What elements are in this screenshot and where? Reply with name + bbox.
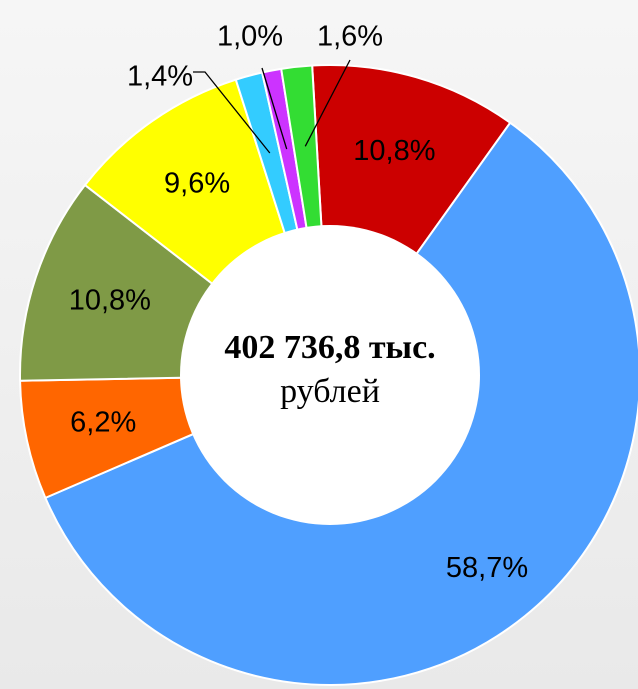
data-label: 1,4% [127,61,193,93]
center-unit: рублей [280,373,380,410]
data-label: 6,2% [70,407,136,439]
donut-hole [180,225,480,525]
leader-line [261,67,288,150]
data-label: 1,6% [317,21,383,53]
data-label: 10,8% [353,135,435,167]
data-label: 9,6% [164,167,230,199]
leader-line [304,59,351,147]
data-label: 1,0% [217,21,283,53]
data-label: 58,7% [446,552,528,584]
center-total: 402 736,8 тыс. [224,329,435,366]
data-label: 10,8% [69,285,151,317]
leader-line [193,71,271,154]
